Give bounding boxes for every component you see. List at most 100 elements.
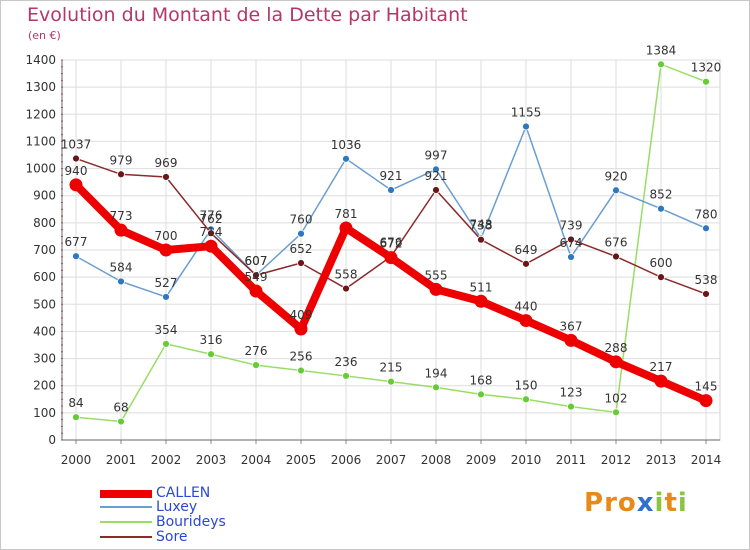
data-point-luxey — [567, 253, 575, 261]
data-label-callen: 549 — [245, 270, 268, 284]
data-label-sore: 979 — [110, 153, 133, 167]
data-point-sore — [567, 235, 575, 244]
x-tick-label: 2007 — [376, 453, 407, 467]
data-point-luxey — [117, 277, 125, 286]
y-tick-label: 900 — [33, 189, 56, 203]
data-point-sore — [342, 284, 350, 293]
data-label-bourideys: 236 — [335, 355, 358, 369]
data-label-sore: 676 — [605, 236, 628, 250]
data-label-callen: 940 — [65, 164, 88, 178]
y-tick-label: 1000 — [25, 162, 56, 176]
data-label-luxey: 1036 — [331, 138, 362, 152]
data-point-callen — [609, 355, 623, 369]
x-tick-label: 2005 — [286, 453, 317, 467]
data-label-sore: 676 — [380, 236, 403, 250]
data-point-luxey — [702, 224, 710, 233]
logo-letter: r — [604, 488, 618, 518]
data-label-luxey: 921 — [380, 169, 403, 183]
x-tick-label: 2000 — [61, 453, 92, 467]
data-point-luxey — [432, 165, 440, 174]
data-label-sore: 969 — [155, 156, 178, 170]
chart-title: Evolution du Montant de la Dette par Hab… — [27, 4, 468, 26]
data-label-bourideys: 316 — [200, 333, 223, 347]
data-point-callen — [249, 284, 263, 298]
series-layer — [69, 60, 713, 426]
y-tick-label: 1300 — [25, 80, 56, 94]
data-point-callen — [294, 322, 308, 336]
data-point-bourideys — [702, 77, 710, 86]
data-label-luxey: 677 — [65, 235, 88, 249]
data-label-callen: 511 — [470, 280, 493, 294]
data-point-callen — [69, 178, 83, 192]
data-label-bourideys: 84 — [68, 396, 83, 410]
data-point-bourideys — [117, 417, 125, 426]
legend-label-luxey: Luxey — [156, 499, 198, 515]
data-label-bourideys: 256 — [290, 350, 313, 364]
logo-letter: P — [584, 488, 605, 518]
data-point-callen — [384, 251, 398, 265]
data-point-sore — [702, 290, 710, 298]
data-label-callen: 700 — [155, 229, 178, 243]
data-label-callen: 288 — [605, 341, 628, 355]
data-point-bourideys — [297, 366, 305, 375]
y-tick-label: 100 — [33, 406, 56, 420]
data-point-sore — [477, 235, 485, 244]
x-tick-label: 2011 — [556, 453, 587, 467]
data-label-bourideys: 276 — [245, 344, 268, 358]
data-point-callen — [474, 294, 488, 308]
data-point-luxey — [612, 186, 620, 195]
data-label-bourideys: 123 — [560, 386, 583, 400]
logo-letter: t — [664, 488, 678, 518]
data-label-luxey: 920 — [605, 169, 628, 183]
data-point-callen — [429, 282, 443, 296]
data-point-luxey — [297, 229, 305, 238]
data-label-callen: 217 — [650, 360, 673, 374]
y-tick-label: 1400 — [25, 53, 56, 67]
data-label-sore: 652 — [290, 242, 313, 256]
data-label-sore: 738 — [470, 219, 493, 233]
data-point-luxey — [342, 154, 350, 163]
y-tick-label: 600 — [33, 270, 56, 284]
data-label-bourideys: 194 — [425, 366, 448, 380]
data-label-luxey: 527 — [155, 276, 178, 290]
x-tick-label: 2001 — [106, 453, 137, 467]
y-tick-label: 1200 — [25, 107, 56, 121]
data-label-bourideys: 168 — [470, 373, 493, 387]
data-label-layer: 940 773 700 714 549 409 781 672 555 511 440 367 288 2… — [61, 43, 722, 414]
logo-letter: x — [636, 488, 655, 518]
data-point-bourideys — [342, 372, 350, 380]
legend-label-bourideys: Bourideys — [156, 514, 226, 530]
x-tick-label: 2004 — [241, 453, 272, 467]
legend-label-sore: Sore — [156, 529, 188, 545]
data-label-luxey: 743 — [470, 217, 493, 231]
data-label-luxey: 607 — [245, 254, 268, 268]
data-point-callen — [654, 374, 668, 388]
data-label-bourideys: 354 — [155, 323, 178, 337]
data-point-callen — [114, 223, 128, 237]
y-tick-label: 400 — [33, 324, 56, 338]
data-point-bourideys — [432, 383, 440, 392]
y-tick-label: 300 — [33, 352, 56, 366]
data-point-sore — [432, 186, 440, 194]
x-tick-label: 2014 — [691, 453, 722, 467]
data-point-sore — [657, 273, 665, 282]
data-label-callen: 440 — [515, 300, 538, 314]
data-label-bourideys: 102 — [605, 391, 628, 405]
x-tick-label: 2003 — [196, 453, 227, 467]
legend-swatch-bourideys — [100, 521, 152, 523]
data-point-luxey — [657, 204, 665, 213]
data-point-bourideys — [612, 408, 620, 417]
data-point-callen — [339, 221, 353, 235]
data-point-luxey — [72, 252, 80, 261]
data-point-luxey — [522, 122, 530, 131]
data-label-callen: 714 — [200, 225, 223, 239]
y-tick-label: 500 — [33, 297, 56, 311]
data-point-callen — [204, 239, 218, 253]
legend-swatch-sore — [100, 536, 152, 538]
data-label-callen: 367 — [560, 319, 583, 333]
proxiti-logo: Proxiti — [584, 488, 688, 518]
data-point-callen — [699, 394, 713, 408]
data-point-callen — [519, 314, 533, 328]
x-tick-label: 2002 — [151, 453, 182, 467]
